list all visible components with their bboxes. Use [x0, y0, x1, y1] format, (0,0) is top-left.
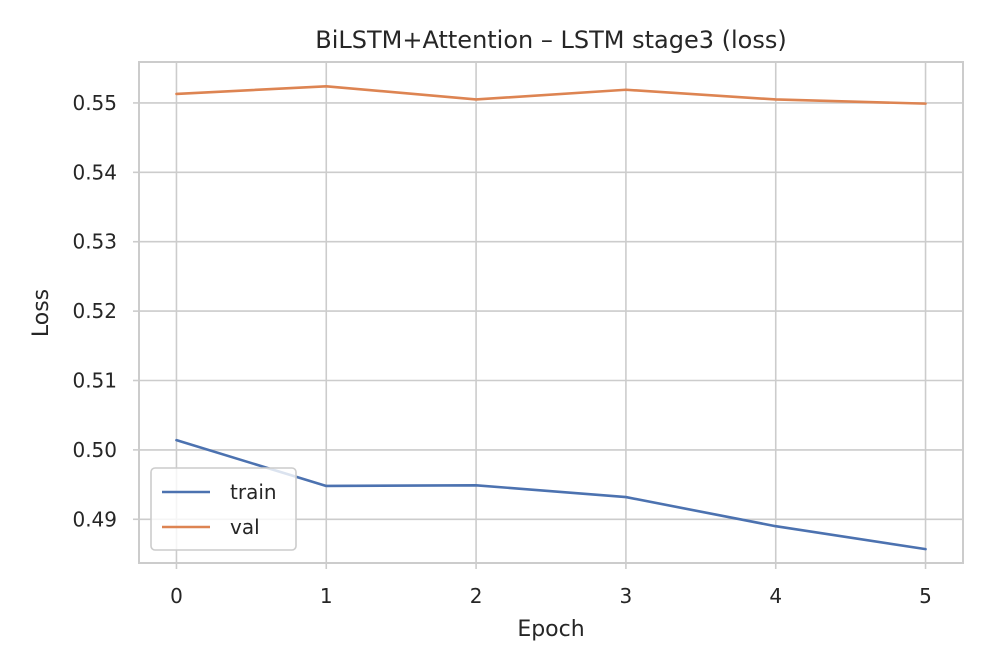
- legend: train val: [150, 467, 297, 551]
- series-line-val: [175, 84, 927, 105]
- grid: [139, 62, 963, 563]
- y-tick-label: 0.52: [72, 299, 117, 323]
- y-axis-label: Loss: [29, 289, 54, 337]
- x-tick-label: 2: [470, 584, 483, 608]
- series-line-train: [175, 438, 927, 551]
- legend-label-val: val: [230, 515, 260, 539]
- y-tick-label: 0.50: [72, 438, 117, 462]
- x-tick-label: 0: [170, 584, 183, 608]
- chart-title: BiLSTM+Attention – LSTM stage3 (loss): [315, 26, 786, 54]
- y-tick-label: 0.49: [72, 507, 117, 531]
- x-tick-label: 5: [919, 584, 932, 608]
- y-tick-label: 0.51: [72, 369, 117, 393]
- y-axis-ticks: 0.49 0.50 0.51 0.52 0.53 0.54 0.55: [72, 91, 139, 531]
- series-lines: [175, 84, 927, 551]
- y-tick-label: 0.54: [72, 160, 117, 184]
- legend-box: [150, 467, 297, 551]
- x-tick-label: 4: [769, 584, 782, 608]
- x-tick-label: 1: [320, 584, 333, 608]
- x-axis-ticks: 0 1 2 3 4 5: [170, 563, 932, 608]
- y-tick-label: 0.53: [72, 230, 117, 254]
- legend-label-train: train: [230, 480, 277, 504]
- y-tick-label: 0.55: [72, 91, 117, 115]
- plot-frame: [138, 61, 964, 564]
- x-tick-label: 3: [620, 584, 633, 608]
- x-axis-label: Epoch: [517, 617, 584, 642]
